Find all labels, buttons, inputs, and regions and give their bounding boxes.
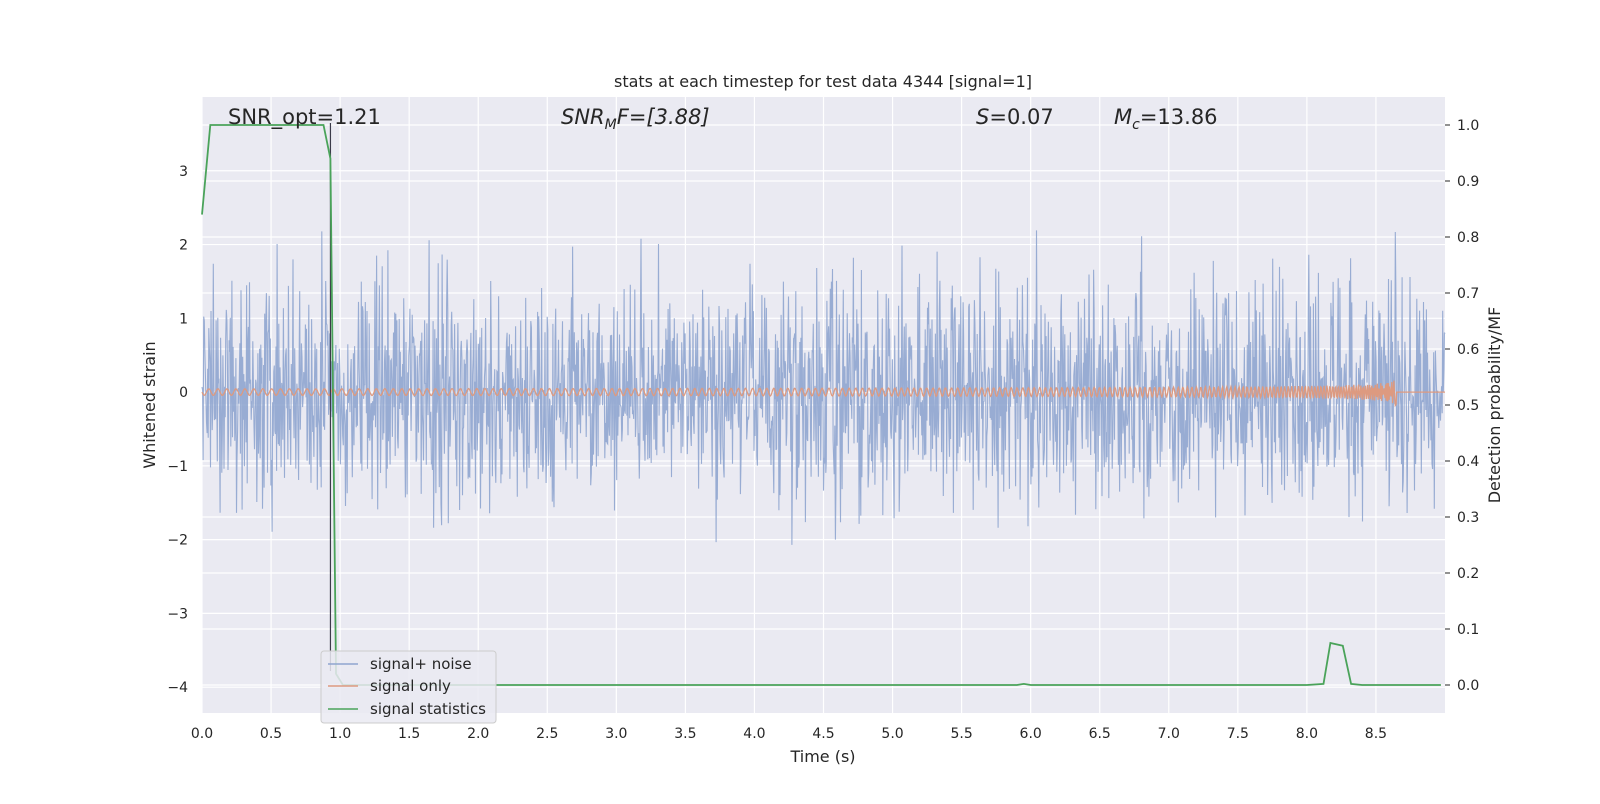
x-tick-label: 7.5 xyxy=(1227,726,1249,742)
annotation-snr-mf-main: SNR xyxy=(561,105,605,129)
y-tick-label: −3 xyxy=(167,606,188,622)
annotation-mc-sub: c xyxy=(1132,117,1140,133)
x-tick-label: 1.0 xyxy=(329,726,351,742)
x-tick-label: 0.0 xyxy=(191,726,213,742)
x-tick-label: 2.0 xyxy=(467,726,489,742)
x-axis-ticks: 0.0 0.5 1.0 1.5 2.0 2.5 3.0 3.5 4.0 4.5 5.0 5.5 6.0 6… xyxy=(191,726,1387,742)
y-axis-ticks: 3 2 1 0 −1 −2 −3 −4 xyxy=(167,164,188,696)
x-tick-label: 0.5 xyxy=(260,726,282,742)
x-tick-label: 5.5 xyxy=(950,726,972,742)
y-axis-label: Whitened strain xyxy=(140,341,159,468)
y2-tick-label: 0.3 xyxy=(1457,510,1479,526)
y2-tick-label: 0.6 xyxy=(1457,342,1479,358)
annotation-snr-mf-sub: M xyxy=(605,117,617,133)
chart-title: stats at each timestep for test data 434… xyxy=(614,72,1032,91)
x-tick-label: 8.0 xyxy=(1296,726,1318,742)
y-tick-label: −4 xyxy=(167,680,188,696)
y-tick-label: 2 xyxy=(179,238,188,254)
x-tick-label: 2.5 xyxy=(536,726,558,742)
x-tick-label: 1.5 xyxy=(398,726,420,742)
x-tick-label: 8.5 xyxy=(1365,726,1387,742)
noise-series xyxy=(201,230,1446,545)
signal-only-line xyxy=(201,380,1445,408)
signal-statistics-line xyxy=(201,124,1441,686)
x-tick-label: 3.5 xyxy=(674,726,696,742)
y-tick-label: 3 xyxy=(179,164,188,180)
x-tick-label: 4.0 xyxy=(743,726,765,742)
y2-axis-label: Detection probability/MF xyxy=(1485,307,1504,504)
x-tick-label: 6.5 xyxy=(1089,726,1111,742)
y2-tick-label: 0.2 xyxy=(1457,566,1479,582)
annotation-snr-mf: SNRMF=[3.88] xyxy=(561,105,710,133)
y2-tick-label: 0.8 xyxy=(1457,230,1479,246)
y-tick-label: −1 xyxy=(167,459,188,475)
y2-tick-label: 0.1 xyxy=(1457,622,1479,638)
annotation-mc-main: M xyxy=(1114,105,1132,129)
noise-line xyxy=(201,230,1446,545)
annotation-mc-tail: =13.86 xyxy=(1140,105,1218,129)
x-tick-label: 6.0 xyxy=(1020,726,1042,742)
x-tick-label: 3.0 xyxy=(605,726,627,742)
annotation-snr-opt: SNR_opt=1.21 xyxy=(228,105,381,130)
x-tick-label: 4.5 xyxy=(812,726,834,742)
x-axis-label: Time (s) xyxy=(789,747,855,766)
legend-label-noise: signal+ noise xyxy=(370,655,472,673)
y2-tick-label: 0.4 xyxy=(1457,454,1479,470)
y2-tick-label: 0.5 xyxy=(1457,398,1479,414)
y-tick-label: 1 xyxy=(179,311,188,327)
y-tick-label: −2 xyxy=(167,533,188,549)
x-tick-label: 7.0 xyxy=(1158,726,1180,742)
y2-axis-ticks: 1.0 0.9 0.8 0.7 0.6 0.5 0.4 0.3 0.2 0.1 0.0 xyxy=(1445,118,1479,694)
y2-tick-label: 0.0 xyxy=(1457,678,1479,694)
annotation-s-main: S xyxy=(976,105,989,129)
x-tick-label: 5.0 xyxy=(881,726,903,742)
annotation-s: S=0.07 xyxy=(976,105,1054,129)
y-tick-label: 0 xyxy=(179,385,188,401)
signal-statistics-series xyxy=(201,124,1441,686)
y2-tick-label: 1.0 xyxy=(1457,118,1479,134)
y2-tick-label: 0.9 xyxy=(1457,174,1479,190)
annotation-mc: Mc=13.86 xyxy=(1114,105,1218,133)
legend-label-signal: signal only xyxy=(370,677,451,695)
annotation-s-tail: =0.07 xyxy=(989,105,1053,129)
legend: signal+ noise signal only signal statist… xyxy=(320,650,497,724)
legend-box xyxy=(320,650,497,724)
legend-label-stats: signal statistics xyxy=(370,700,486,718)
signal-only-series xyxy=(201,380,1445,408)
annotation-snr-mf-tail: F=[3.88] xyxy=(617,105,710,129)
y2-tick-label: 0.7 xyxy=(1457,286,1479,302)
